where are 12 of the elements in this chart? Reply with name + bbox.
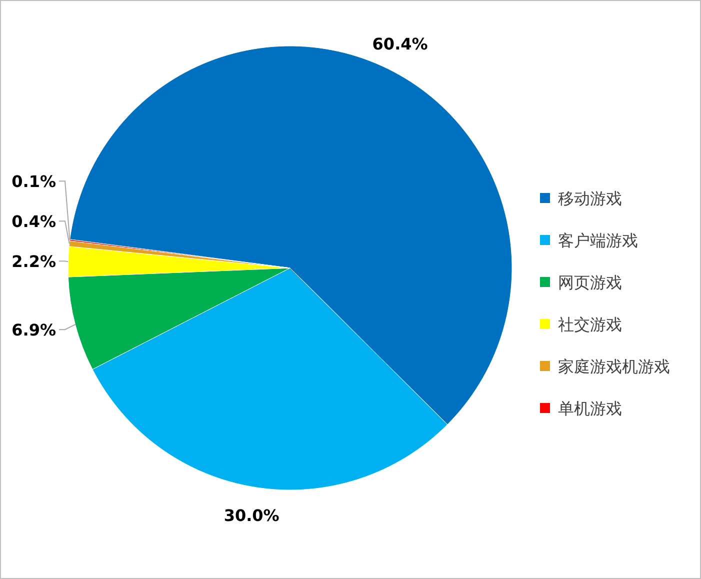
legend-label: 移动游戏 bbox=[558, 189, 622, 208]
data-label: 6.9% bbox=[12, 320, 56, 340]
data-label: 0.4% bbox=[12, 212, 56, 232]
legend-label: 网页游戏 bbox=[558, 273, 622, 292]
legend-label: 单机游戏 bbox=[558, 399, 622, 418]
legend-label: 客户端游戏 bbox=[558, 231, 638, 250]
data-label: 30.0% bbox=[224, 506, 280, 526]
data-label: 0.1% bbox=[12, 172, 56, 192]
legend-label: 社交游戏 bbox=[558, 315, 622, 334]
legend-label: 家庭游戏机游戏 bbox=[558, 357, 670, 376]
data-label: 60.4% bbox=[372, 34, 428, 54]
data-label: 2.2% bbox=[12, 252, 56, 272]
